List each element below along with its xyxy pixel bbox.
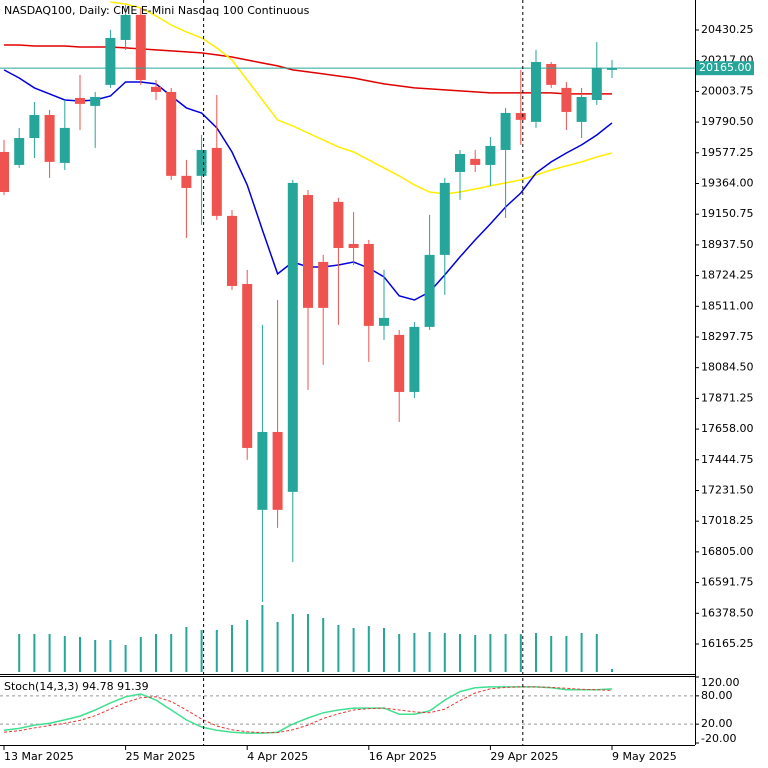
axes	[0, 0, 696, 746]
candle-body	[485, 145, 496, 165]
candle-body	[607, 68, 617, 70]
candle-body	[394, 334, 405, 392]
y-tick-label: 18511.00	[701, 299, 754, 312]
last-price-label: 20165.00	[699, 61, 752, 74]
candle-body	[29, 114, 40, 139]
candle-body	[287, 182, 298, 492]
y-tick-label: 17018.25	[701, 514, 754, 527]
candle-body	[348, 243, 359, 248]
candle-body	[227, 215, 237, 286]
candle-body	[409, 326, 420, 392]
candle-body	[272, 431, 283, 510]
y-tick-label: 18297.75	[701, 330, 754, 343]
candle-body	[363, 243, 374, 326]
y-tick-label: 18724.25	[701, 269, 754, 282]
candle-body	[44, 114, 55, 162]
y-tick-label: 20430.25	[701, 23, 754, 36]
y-tick-label: 17231.50	[701, 483, 754, 496]
candle-body	[0, 151, 9, 192]
y-tick-label: 20.00	[701, 717, 733, 730]
candle-body	[196, 149, 207, 176]
candle-body	[90, 96, 101, 106]
last-price-box	[696, 61, 754, 76]
x-tick-label: 29 Apr 2025	[490, 750, 558, 763]
candle-body	[166, 91, 177, 176]
y-tick-label: 120.00	[701, 676, 740, 689]
candle-body	[531, 61, 541, 122]
candle-body	[211, 147, 222, 216]
y-tick-label: 19150.75	[701, 207, 754, 220]
candle-body	[303, 195, 313, 308]
y-tick-label: 16805.00	[701, 545, 754, 558]
y-tick-label: 16378.50	[701, 606, 754, 619]
y-tick-label: 19577.25	[701, 146, 754, 159]
y-tick-label: 17871.25	[701, 391, 754, 404]
x-tick-label: 16 Apr 2025	[369, 750, 437, 763]
candle-body	[135, 14, 146, 80]
candle-body	[105, 37, 116, 85]
candle-body	[439, 182, 450, 255]
indicator-line	[3, 686, 613, 734]
candle-body	[257, 431, 268, 510]
y-tick-label: 19790.50	[701, 115, 754, 128]
candle-body	[561, 87, 572, 112]
y-tick-label: 16591.75	[701, 576, 754, 589]
chart-title: NASDAQ100, Daily: CME E-Mini Nasdaq 100 …	[4, 4, 310, 17]
candle-body	[75, 97, 85, 104]
candle-body	[379, 317, 389, 326]
y-tick-label: 17444.75	[701, 453, 754, 466]
candle-body	[591, 67, 602, 100]
indicator-line	[3, 686, 613, 734]
y-tick-label: 19364.00	[701, 176, 754, 189]
candle-body	[14, 138, 25, 165]
x-tick-label: 13 Mar 2025	[4, 750, 74, 763]
candle-body	[576, 96, 587, 122]
candle-body	[424, 254, 435, 327]
candle-body	[546, 64, 557, 85]
candle-body	[500, 112, 511, 150]
x-tick-label: 25 Mar 2025	[126, 750, 196, 763]
y-tick-label: -20.00	[701, 732, 736, 745]
indicator-line	[4, 44, 612, 95]
y-tick-label: 17658.00	[701, 422, 754, 435]
candle-body	[120, 14, 131, 40]
stoch-title: Stoch(14,3,3) 94.78 91.39	[4, 680, 149, 693]
candle-body	[59, 127, 70, 163]
y-tick-label: 16165.25	[701, 637, 754, 650]
x-tick-label: 4 Apr 2025	[247, 750, 308, 763]
y-tick-label: 18937.50	[701, 238, 754, 251]
main-plot	[0, 1, 695, 672]
y-tick-label: 18084.50	[701, 361, 754, 374]
indicator-line	[110, 1, 613, 195]
candle-body	[242, 283, 253, 448]
candle-body	[151, 86, 161, 92]
candle-body	[470, 158, 481, 165]
candle-body	[318, 261, 329, 308]
stoch-plot	[0, 686, 695, 734]
candle-body	[181, 175, 192, 188]
x-tick-label: 9 May 2025	[612, 750, 677, 763]
candle-body	[515, 112, 526, 120]
y-tick-label: 20003.75	[701, 84, 754, 97]
candle-body	[333, 201, 344, 248]
candle-body	[455, 153, 465, 172]
y-tick-label: 80.00	[701, 689, 733, 702]
